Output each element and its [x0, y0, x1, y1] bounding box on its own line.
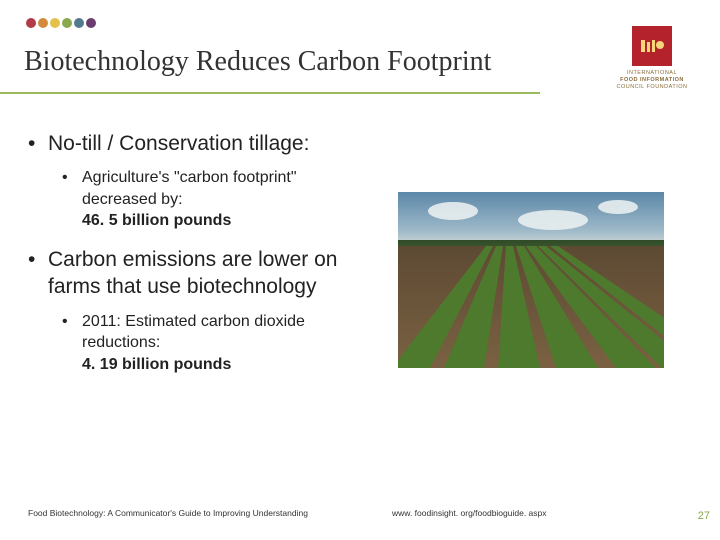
dot-5: [74, 18, 84, 28]
crop-field-image: [398, 192, 664, 368]
ific-logo: INTERNATIONAL FOOD INFORMATION COUNCIL F…: [608, 26, 696, 91]
bullet-1: • No-till / Conservation tillage:: [28, 130, 388, 157]
logo-badge-icon: [632, 26, 672, 66]
bullet-1-text: No-till / Conservation tillage:: [48, 130, 309, 157]
footer-url: www. foodinsight. org/foodbioguide. aspx: [392, 508, 547, 518]
bullet-2-text: Carbon emissions are lower on farms that…: [48, 246, 348, 301]
bullet-1-1: • Agriculture's "carbon footprint" decre…: [62, 167, 388, 232]
bullet-2-1-text: 2011: Estimated carbon dioxide reduction…: [82, 313, 305, 352]
bullet-2-1: • 2011: Estimated carbon dioxide reducti…: [62, 311, 388, 376]
title-underline: [0, 92, 540, 94]
cloud-2: [518, 210, 588, 230]
dot-2: [38, 18, 48, 28]
bullet-1-1-text: Agriculture's "carbon footprint" decreas…: [82, 169, 297, 208]
bullet-content: • No-till / Conservation tillage: • Agri…: [28, 130, 388, 389]
crop-rows-icon: [398, 246, 664, 368]
logo-line3: COUNCIL FOUNDATION: [608, 84, 696, 91]
dot-6: [86, 18, 96, 28]
logo-line2: FOOD INFORMATION: [608, 77, 696, 84]
footer-source: Food Biotechnology: A Communicator's Gui…: [28, 508, 308, 518]
slide-title: Biotechnology Reduces Carbon Footprint: [24, 46, 491, 78]
page-number: 27: [698, 510, 710, 522]
dot-3: [50, 18, 60, 28]
bullet-1-1-bold: 46. 5 billion pounds: [82, 212, 231, 229]
image-ground: [398, 246, 664, 368]
dot-1: [26, 18, 36, 28]
bullet-2-1-bold: 4. 19 billion pounds: [82, 356, 231, 373]
bullet-2: • Carbon emissions are lower on farms th…: [28, 246, 388, 301]
cloud-3: [598, 200, 638, 214]
logo-line1: INTERNATIONAL: [608, 70, 696, 77]
header-dots: [26, 18, 96, 28]
dot-4: [62, 18, 72, 28]
cloud-1: [428, 202, 478, 220]
